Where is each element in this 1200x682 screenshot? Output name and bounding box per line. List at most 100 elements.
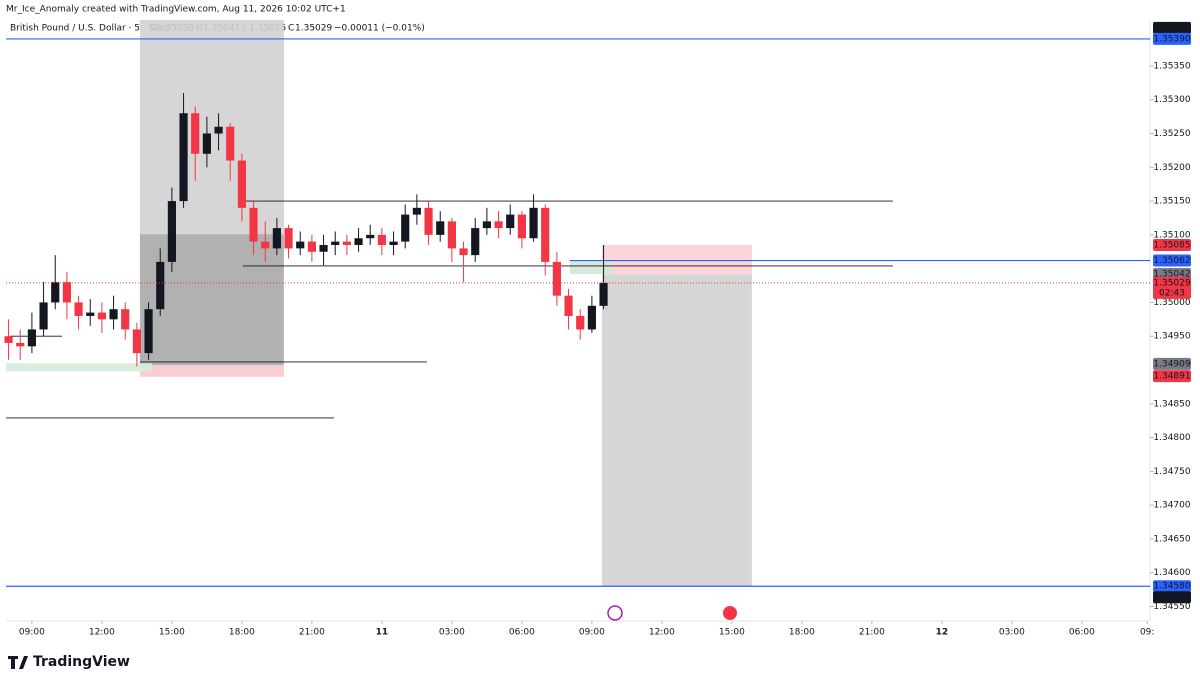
candle-body (156, 261, 165, 310)
candle-body (342, 241, 351, 245)
y-tick-label: 1.34950 (1153, 332, 1190, 342)
price-label: 1.35085 (1153, 241, 1190, 251)
price-label-box (1153, 276, 1191, 299)
x-tick-label: 18:00 (789, 628, 815, 638)
price-label-box (1153, 370, 1191, 383)
candle-body (39, 302, 48, 330)
price-label: 1.34580 (1153, 582, 1190, 592)
price-label: 1.34909 (1153, 359, 1190, 369)
drawings (6, 20, 1150, 587)
event-icon (607, 605, 623, 621)
candle-body (319, 245, 328, 252)
candle-body (74, 302, 83, 316)
candle-body (191, 113, 200, 154)
y-tick-label: 1.35150 (1153, 197, 1190, 207)
x-tick-label: 03:00 (999, 628, 1025, 638)
zone (601, 274, 752, 587)
x-tick-label: 11 (376, 628, 389, 638)
candle-body (331, 241, 340, 245)
candle-body (366, 234, 375, 239)
y-tick-label: 1.34850 (1153, 399, 1190, 409)
y-tick-label: 1.35350 (1153, 61, 1190, 71)
candle-body (51, 282, 60, 303)
candle-body (459, 248, 468, 256)
x-tick-label: 09:00 (19, 628, 45, 638)
x-tick-label: 12:00 (649, 628, 675, 638)
price-label: 1.35062 (1153, 256, 1190, 266)
candle-body (447, 221, 456, 249)
y-tick-label: 1.35000 (1153, 298, 1190, 308)
candle-body (471, 228, 480, 256)
y-tick-label: 1.34550 (1153, 602, 1190, 612)
price-label: 1.35042 (1153, 270, 1190, 280)
candle-body (296, 241, 305, 249)
x-tick-label: 21:00 (299, 628, 325, 638)
brand: TradingView (8, 654, 130, 670)
candle-body (237, 160, 246, 208)
zone (569, 260, 612, 275)
x-tick-label: 12:00 (89, 628, 115, 638)
x-tick-label: 06:00 (1069, 628, 1095, 638)
y-tick-label: 1.34800 (1153, 433, 1190, 443)
x-tick-label: 15:00 (159, 628, 185, 638)
price-label-box (1153, 591, 1191, 604)
x-tick-label: 03:00 (439, 628, 465, 638)
candles (4, 92, 608, 367)
countdown: 02:43 (1159, 288, 1185, 298)
candle-body (249, 207, 258, 242)
candle-body (144, 309, 153, 354)
price-label-box (1153, 254, 1191, 267)
price-label-box (1153, 239, 1191, 251)
price-label: 1.35390 (1153, 34, 1190, 44)
candle-body (552, 261, 561, 296)
event-icons (607, 605, 737, 621)
candle-body (389, 241, 398, 245)
candle-body (401, 214, 410, 242)
brand-name: TradingView (33, 654, 130, 670)
candle-body (86, 312, 95, 316)
candle-body (167, 201, 176, 262)
y-tick-label: 1.35100 (1153, 230, 1190, 240)
candle-body (284, 228, 293, 249)
candle-body (4, 336, 13, 343)
candle-body (541, 207, 550, 262)
y-tick-label: 1.34600 (1153, 568, 1190, 578)
symbol: British Pound / U.S. Dollar · 5 · Saxo (10, 24, 171, 34)
price-label: 1.34580 (1153, 593, 1190, 603)
price-label-box (1153, 32, 1191, 45)
candle-body (16, 342, 25, 347)
candle-body (412, 207, 421, 215)
candle-body (494, 221, 503, 229)
ohlc-key: C (288, 24, 294, 34)
brand-logo (8, 656, 28, 669)
price-label-box (1153, 21, 1191, 34)
candle-body (517, 214, 526, 239)
candle-body (202, 133, 211, 154)
zone (6, 363, 153, 372)
x-tick-label: 18:00 (229, 628, 255, 638)
price-label: 1.35390 (1153, 23, 1190, 33)
price-label: 1.35029 (1153, 278, 1190, 288)
candle-body (482, 221, 491, 229)
candle-body (27, 329, 36, 347)
candle-body (599, 282, 608, 306)
candle-body (576, 315, 585, 330)
candle-body (506, 214, 515, 229)
price-label-box (1153, 357, 1191, 370)
candle-body (564, 295, 573, 316)
y-tick-label: 1.35300 (1153, 95, 1190, 105)
candle-body (261, 241, 270, 249)
y-tick-label: 1.35200 (1153, 163, 1190, 173)
ohlc-change: −0.00011 (−0.01%) (334, 24, 425, 34)
zone (139, 20, 284, 235)
candle-body (272, 228, 281, 249)
x-tick-label: 12 (936, 628, 949, 638)
candle-body (132, 329, 141, 354)
event-icon (723, 606, 737, 620)
candle-body (121, 309, 130, 330)
candle-body (179, 113, 188, 202)
x-tick-label: 15:00 (719, 628, 745, 638)
zone (601, 245, 752, 275)
candle-body (377, 234, 386, 245)
